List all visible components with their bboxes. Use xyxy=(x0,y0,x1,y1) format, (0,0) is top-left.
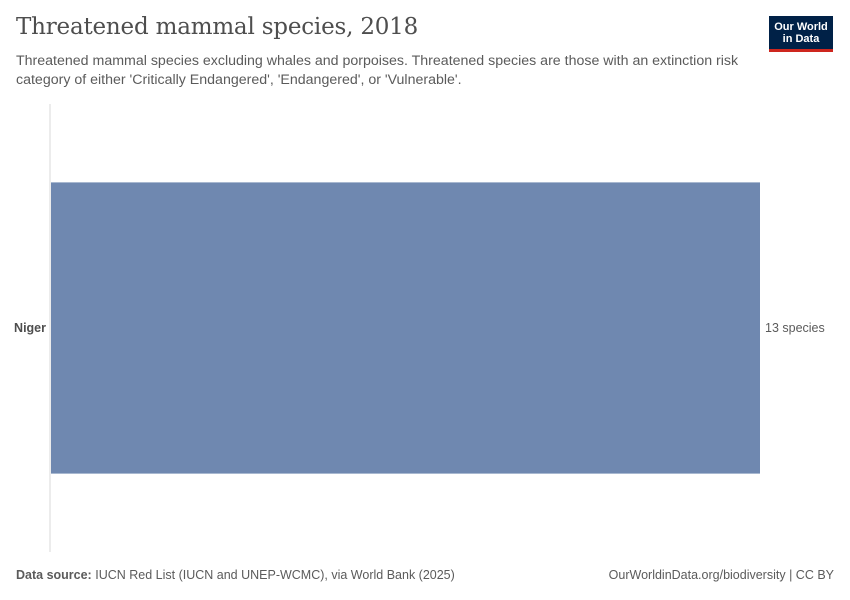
chart-title: Threatened mammal species, 2018 xyxy=(16,14,419,40)
chart-subtitle: Threatened mammal species excluding whal… xyxy=(16,53,739,88)
category-label: Niger xyxy=(14,321,46,335)
plot-area: Niger 13 species xyxy=(14,104,825,552)
value-label: 13 species xyxy=(765,321,825,335)
footer-link[interactable]: OurWorldinData.org/biodiversity | CC BY xyxy=(608,568,834,582)
data-source-label: Data source: xyxy=(16,568,92,582)
bar-niger[interactable] xyxy=(51,182,760,474)
data-source-text: IUCN Red List (IUCN and UNEP-WCMC), via … xyxy=(95,568,455,582)
owid-logo[interactable]: Our World in Data xyxy=(769,16,833,52)
data-source: Data source: IUCN Red List (IUCN and UNE… xyxy=(16,568,455,582)
logo-line-2: in Data xyxy=(782,33,820,45)
logo-line-1: Our World xyxy=(774,21,828,33)
